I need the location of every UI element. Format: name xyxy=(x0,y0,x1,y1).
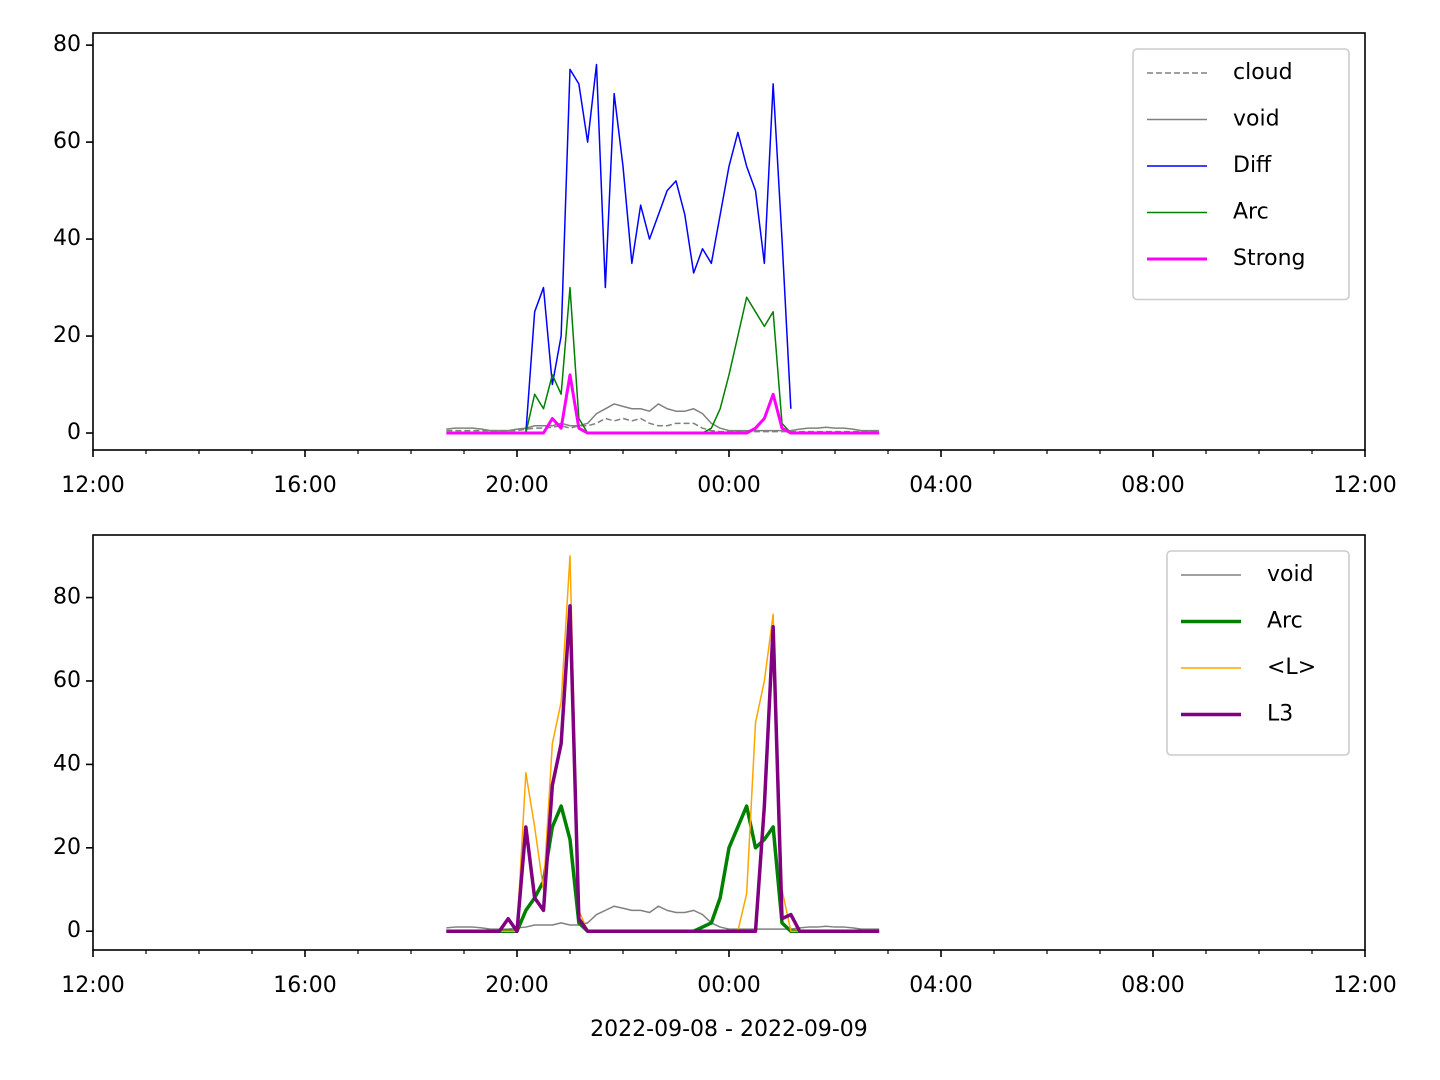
y-tick-label: 80 xyxy=(53,32,81,57)
legend: cloud void Diff Arc Strong xyxy=(1132,48,1350,301)
x-tick-label: 20:00 xyxy=(485,973,548,998)
x-tick-label: 12:00 xyxy=(61,473,124,498)
y-tick-label: 60 xyxy=(53,129,81,154)
x-tick-label: 12:00 xyxy=(61,973,124,998)
x-axis-label: 2022-09-08 - 2022-09-09 xyxy=(590,1017,868,1042)
y-tick-label: 0 xyxy=(67,420,81,445)
x-tick-label: 16:00 xyxy=(273,473,336,498)
y-tick-label: 0 xyxy=(67,918,81,943)
x-tick-label: 04:00 xyxy=(909,973,972,998)
x-tick-label: 12:00 xyxy=(1333,973,1396,998)
legend-label: <L> xyxy=(1267,655,1316,680)
x-tick-label: 16:00 xyxy=(273,973,336,998)
y-tick-label: 20 xyxy=(53,323,81,348)
y-tick-label: 80 xyxy=(53,585,81,610)
legend-label: Strong xyxy=(1233,246,1306,271)
y-tick-label: 40 xyxy=(53,751,81,776)
series-line xyxy=(446,403,880,432)
legend-label: cloud xyxy=(1233,60,1293,85)
legend: void Arc <L> L3 xyxy=(1166,550,1350,756)
legend-label: Arc xyxy=(1233,200,1269,225)
x-tick-label: 08:00 xyxy=(1121,473,1184,498)
y-tick-label: 60 xyxy=(53,668,81,693)
x-tick-label: 00:00 xyxy=(697,473,760,498)
legend-label: void xyxy=(1233,107,1280,132)
series-line xyxy=(446,373,880,435)
legend-label: void xyxy=(1267,562,1314,587)
y-tick-label: 20 xyxy=(53,835,81,860)
x-tick-label: 20:00 xyxy=(485,473,548,498)
series-line xyxy=(446,604,880,933)
legend-frame xyxy=(1132,48,1350,301)
legend-label: Arc xyxy=(1267,609,1303,634)
x-tick-label: 12:00 xyxy=(1333,473,1396,498)
x-tick-label: 04:00 xyxy=(909,473,972,498)
x-tick-label: 00:00 xyxy=(697,973,760,998)
y-tick-label: 40 xyxy=(53,226,81,251)
x-tick-label: 08:00 xyxy=(1121,973,1184,998)
series-line xyxy=(446,417,880,433)
legend-label: Diff xyxy=(1233,153,1272,178)
legend-label: L3 xyxy=(1267,702,1293,727)
legend-frame xyxy=(1166,550,1350,756)
series-line xyxy=(525,63,792,434)
